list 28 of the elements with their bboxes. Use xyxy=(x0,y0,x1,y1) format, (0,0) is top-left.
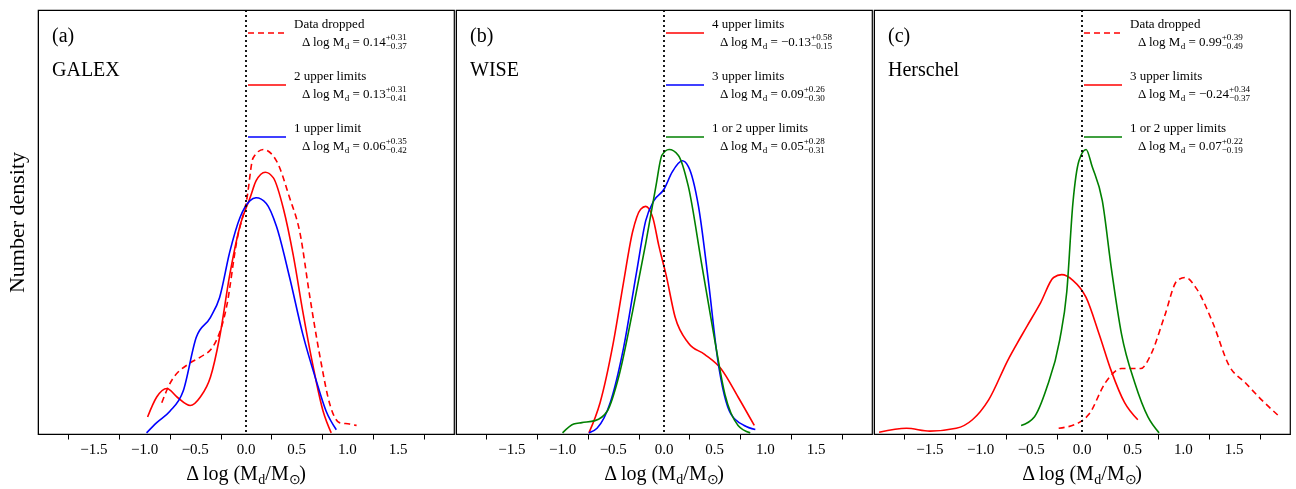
x-tick-label: 0.5 xyxy=(287,441,307,457)
x-tick-label: 0.5 xyxy=(1123,441,1143,457)
x-tick-label: 1.0 xyxy=(338,441,357,457)
x-tick-label: 1.5 xyxy=(388,441,408,457)
x-tick-label: −0.5 xyxy=(181,441,209,457)
x-tick-label: −1.5 xyxy=(498,441,526,457)
x-tick-label: 0.0 xyxy=(1072,441,1092,457)
chart-subtitle: GALEX xyxy=(52,58,121,80)
x-tick-label: 1.0 xyxy=(1174,441,1193,457)
x-tick-label: 1.5 xyxy=(806,441,826,457)
x-tick-label: 1.5 xyxy=(1224,441,1244,457)
chart-title: (b) xyxy=(470,24,494,47)
x-tick-label: −0.5 xyxy=(1017,441,1045,457)
x-tick-label: 0.0 xyxy=(236,441,256,457)
x-tick-label: −1.5 xyxy=(916,441,944,457)
x-tick-label: −1.0 xyxy=(130,441,159,457)
y-axis-title: Number density xyxy=(3,151,29,294)
x-tick-label: −1.0 xyxy=(966,441,995,457)
chart-title: (a) xyxy=(52,24,75,47)
x-tick-label: −1.0 xyxy=(548,441,577,457)
chart-subtitle: WISE xyxy=(470,58,519,80)
x-tick-label: 1.0 xyxy=(756,441,775,457)
chart-subtitle: Herschel xyxy=(888,58,960,80)
x-tick-label: −0.5 xyxy=(599,441,627,457)
x-tick-label: 0.0 xyxy=(654,441,674,457)
x-tick-label: −1.5 xyxy=(80,441,108,457)
chart-title: (c) xyxy=(888,24,911,47)
x-tick-label: 0.5 xyxy=(705,441,725,457)
